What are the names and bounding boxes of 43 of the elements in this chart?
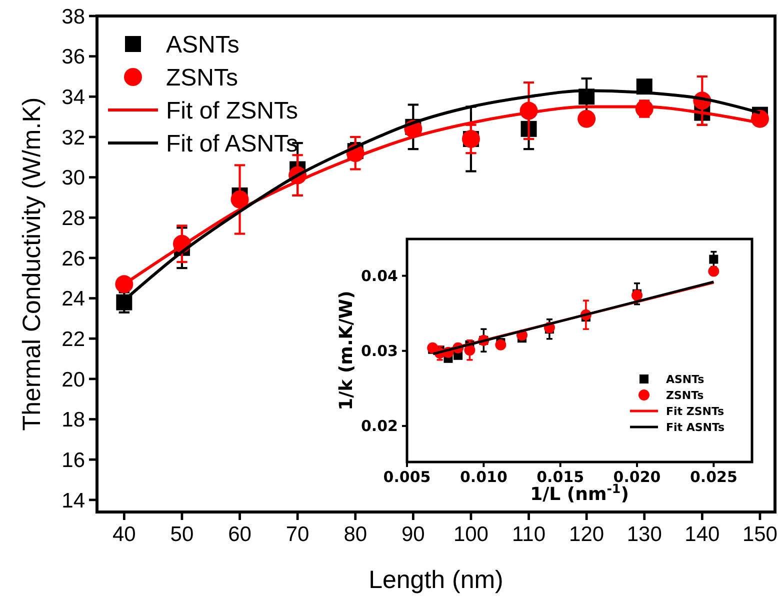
y-tick-label: 28: [62, 206, 85, 230]
legend-label: ASNTs: [166, 31, 240, 58]
y-tick-label: 34: [62, 86, 86, 109]
x-tick-label: 40: [112, 523, 136, 546]
y-tick-label: 22: [62, 328, 85, 351]
y-tick-label: 14: [62, 489, 86, 512]
y-tick-label: 0.03: [360, 342, 398, 360]
legend-label: Fit ZSNTs: [666, 404, 725, 418]
x-tick-label: 60: [228, 523, 252, 546]
legend-label: Fit of ZSNTs: [166, 97, 298, 124]
legend-label: ZSNTs: [166, 64, 238, 92]
x-tick-label: 120: [569, 523, 604, 546]
x-tick-label: 0.005: [383, 468, 431, 486]
legend-label: Fit ASNTs: [666, 420, 726, 434]
x-tick-label: 100: [453, 523, 488, 546]
y-tick-label: 32: [62, 126, 85, 150]
legend-label: Fit of ASNTs: [166, 130, 298, 158]
y-tick-label: 38: [62, 5, 85, 28]
x-tick-label: 110: [512, 523, 546, 546]
x-tick-label: 0.025: [690, 468, 738, 486]
x-tick-label: 140: [684, 523, 720, 546]
x-tick-label: 0.015: [536, 468, 584, 486]
y-tick-label: 0.04: [360, 267, 398, 286]
y-axis-title: Thermal Conductivity (W/m.K): [18, 97, 46, 431]
y-tick-label: 26: [62, 247, 85, 270]
y-tick-label: 0.02: [360, 417, 398, 436]
x-tick-label: 0.010: [460, 468, 508, 486]
x-tick-label: 50: [170, 523, 194, 546]
legend-label: ASNTs: [666, 372, 705, 386]
y-tick-label: 36: [62, 46, 85, 69]
x-tick-label: 130: [626, 523, 662, 546]
y-tick-label: 20: [62, 368, 85, 392]
x-tick-label: 70: [286, 523, 310, 546]
y-axis-title: 1/k (m.K/W): [336, 290, 357, 410]
x-axis-title: Length (nm): [368, 566, 504, 594]
y-tick-label: 24: [62, 288, 86, 311]
x-tick-label: 80: [344, 523, 368, 546]
x-tick-label: 90: [401, 523, 425, 546]
legend-label: ZSNTs: [666, 388, 704, 402]
y-tick-label: 16: [62, 448, 85, 472]
y-tick-label: 18: [62, 408, 85, 432]
x-tick-label: 150: [742, 523, 778, 546]
y-tick-label: 30: [62, 166, 85, 190]
